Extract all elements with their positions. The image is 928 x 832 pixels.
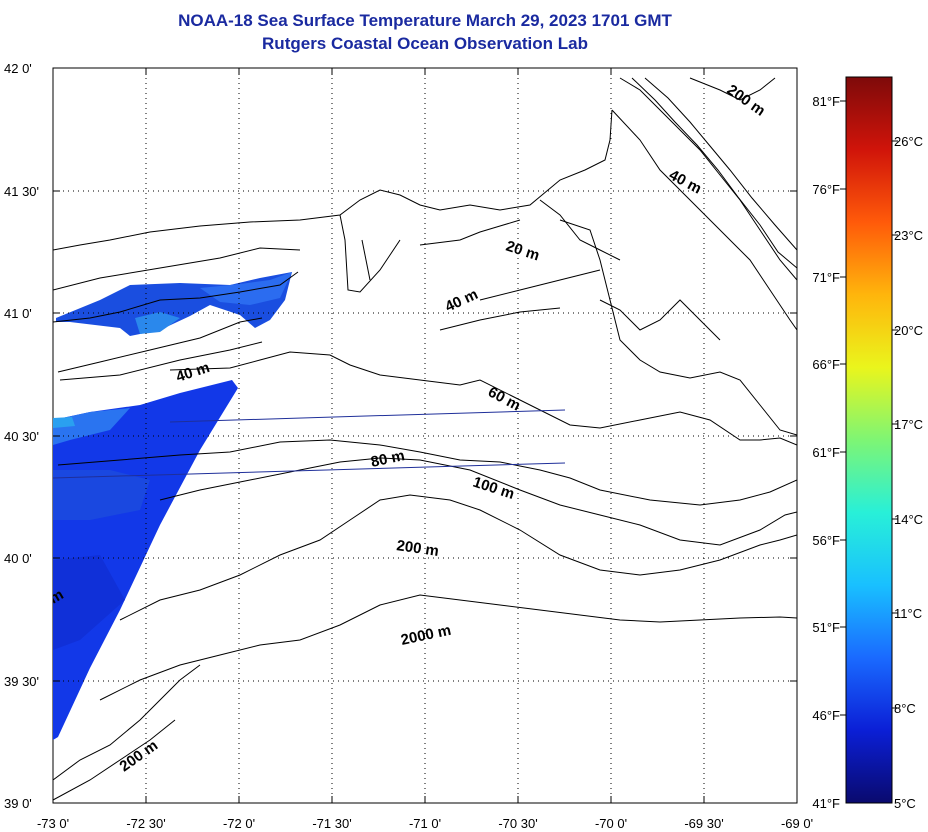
longitude-labels: -73 0' -72 30' -72 0' -71 30' -71 0' -70… — [37, 816, 813, 831]
sst-swath — [53, 272, 292, 740]
celsius-label: 20°C — [894, 323, 923, 338]
lon-label: -72 30' — [126, 816, 165, 831]
lat-label: 42 0' — [4, 61, 32, 76]
latitude-labels: 42 0' 41 30' 41 0' 40 30' 40 0' 39 30' 3… — [4, 61, 39, 811]
lon-label: -70 0' — [595, 816, 627, 831]
lon-label: -72 0' — [223, 816, 255, 831]
colorbar-ticks — [840, 100, 898, 716]
lat-label: 40 0' — [4, 551, 32, 566]
celsius-label: 8°C — [894, 701, 916, 716]
fahrenheit-label: 56°F — [812, 533, 840, 548]
fahrenheit-label: 81°F — [812, 94, 840, 109]
lat-label: 39 0' — [4, 796, 32, 811]
lat-label: 41 30' — [4, 184, 39, 199]
celsius-label: 5°C — [894, 796, 916, 811]
lon-label: -70 30' — [498, 816, 537, 831]
coastlines — [53, 109, 797, 436]
depth-label: 80 m — [369, 447, 406, 471]
lat-label: 40 30' — [4, 429, 39, 444]
lon-label: -73 0' — [37, 816, 69, 831]
fahrenheit-label: 61°F — [812, 445, 840, 460]
celsius-label: 26°C — [894, 134, 923, 149]
celsius-label: 14°C — [894, 512, 923, 527]
lon-label: -69 0' — [781, 816, 813, 831]
lat-label: 39 30' — [4, 674, 39, 689]
lon-label: -71 0' — [409, 816, 441, 831]
frame-ticks — [53, 68, 797, 803]
celsius-label: 11°C — [894, 606, 922, 621]
fahrenheit-label: 41°F — [812, 796, 840, 811]
lat-label: 41 0' — [4, 306, 32, 321]
fahrenheit-label: 51°F — [812, 620, 840, 635]
fahrenheit-label: 66°F — [812, 357, 840, 372]
depth-label: 200 m — [395, 537, 439, 560]
fahrenheit-label: 71°F — [812, 270, 840, 285]
celsius-label: 17°C — [894, 417, 923, 432]
celsius-label: 23°C — [894, 228, 923, 243]
transect-lines — [53, 409, 566, 479]
fahrenheit-label: 46°F — [812, 708, 840, 723]
graticule — [53, 68, 797, 803]
colorbar — [845, 76, 893, 804]
lon-label: -71 30' — [312, 816, 351, 831]
fahrenheit-labels: 81°F 76°F 71°F 66°F 61°F 56°F 51°F 46°F … — [812, 94, 840, 811]
map-subtitle: Rutgers Coastal Ocean Observation Lab — [262, 34, 588, 53]
fahrenheit-label: 76°F — [812, 182, 840, 197]
bathymetry-contours — [53, 77, 797, 801]
celsius-labels: 26°C 23°C 20°C 17°C 14°C 11°C 8°C 5°C — [894, 134, 923, 811]
map-title: NOAA-18 Sea Surface Temperature March 29… — [178, 11, 672, 30]
lon-label: -69 30' — [684, 816, 723, 831]
